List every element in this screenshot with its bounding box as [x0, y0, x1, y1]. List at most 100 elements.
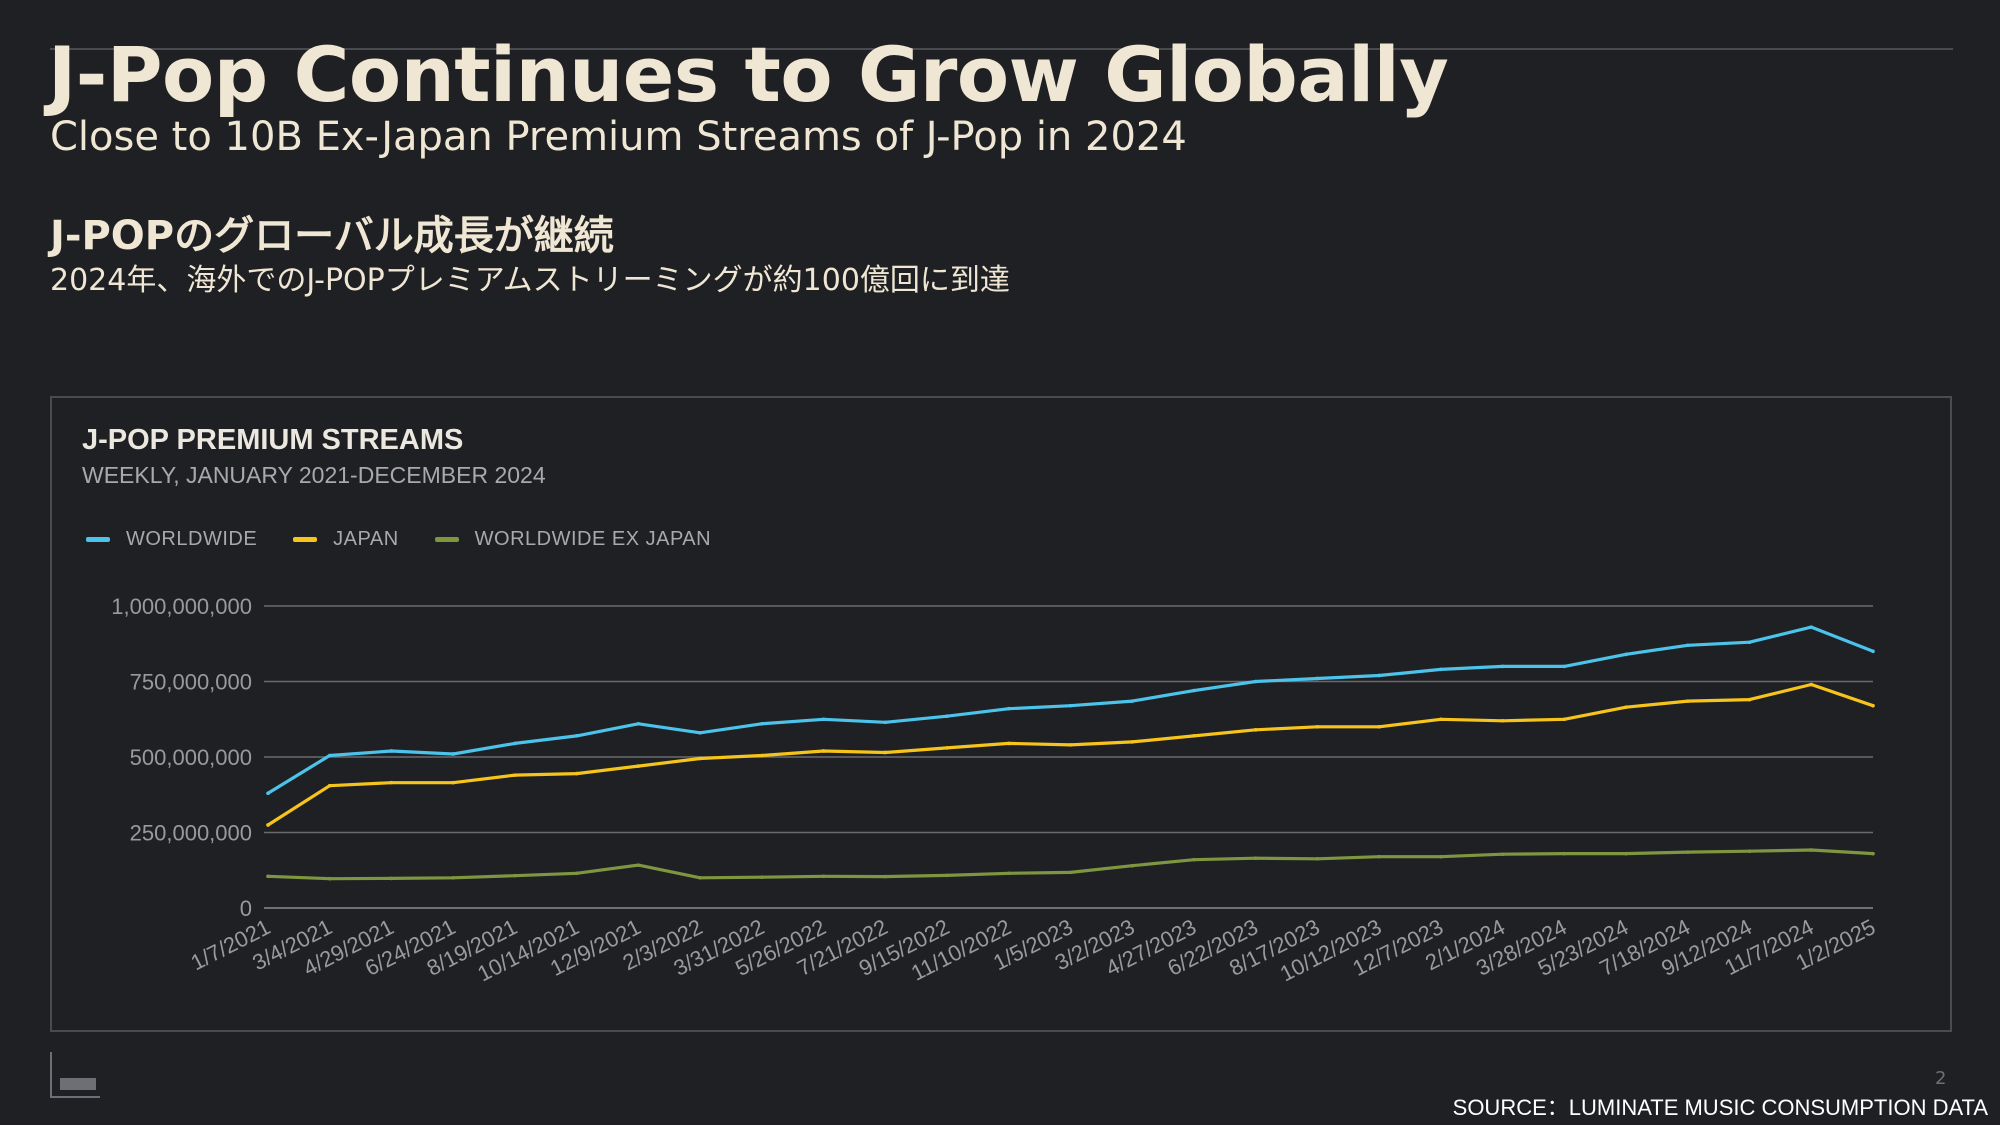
- data-point-worldwide-ex-japan: [1562, 851, 1567, 856]
- data-point-worldwide-ex-japan: [1192, 857, 1196, 862]
- data-point-worldwide: [883, 720, 888, 725]
- data-point-worldwide-ex-japan: [1130, 863, 1135, 868]
- chart-subtitle: WEEKLY, JANUARY 2021-DECEMBER 2024: [82, 462, 546, 488]
- series-line-worldwide: [266, 625, 1875, 795]
- data-point-worldwide-ex-japan: [636, 863, 641, 867]
- data-point-worldwide: [636, 721, 641, 726]
- data-point-worldwide-ex-japan: [945, 873, 949, 878]
- data-point-worldwide: [1809, 625, 1814, 629]
- y-tick-label: 0: [240, 896, 252, 921]
- chart-title: J-POP PREMIUM STREAMS: [82, 424, 464, 456]
- data-point-worldwide: [945, 714, 949, 719]
- data-point-japan: [1500, 718, 1505, 723]
- data-point-japan: [1315, 725, 1320, 729]
- data-point-japan: [1192, 734, 1196, 738]
- data-point-worldwide: [1500, 664, 1505, 669]
- legend-swatch-japan: [293, 537, 318, 542]
- data-point-japan: [760, 753, 764, 758]
- data-point-worldwide: [1747, 640, 1752, 645]
- data-point-japan: [883, 750, 888, 755]
- legend-item-worldwide: WORLDWIDE: [86, 528, 257, 551]
- data-point-worldwide: [574, 734, 579, 738]
- data-point-worldwide: [1006, 706, 1011, 711]
- data-point-worldwide-ex-japan: [760, 875, 764, 879]
- data-point-worldwide-ex-japan: [1253, 856, 1258, 860]
- data-point-worldwide-ex-japan: [1747, 849, 1752, 854]
- series-line-worldwide-ex-japan: [266, 848, 1875, 881]
- data-point-worldwide: [1315, 676, 1320, 681]
- data-point-japan: [821, 749, 826, 753]
- source-note: SOURCE：LUMINATE MUSIC CONSUMPTION DATA: [1452, 1095, 1988, 1120]
- data-point-japan: [327, 783, 332, 788]
- data-point-japan: [574, 771, 579, 776]
- data-point-worldwide-ex-japan: [1068, 870, 1073, 875]
- data-point-japan: [1624, 705, 1628, 709]
- data-point-japan: [513, 773, 517, 777]
- data-point-worldwide: [821, 717, 826, 722]
- data-point-japan: [1439, 717, 1443, 722]
- data-point-worldwide-ex-japan: [821, 874, 826, 879]
- page-title: J-Pop Continues to Grow Globally: [48, 30, 1449, 119]
- data-point-japan: [1253, 728, 1258, 732]
- data-point-worldwide-ex-japan: [389, 876, 394, 881]
- data-point-worldwide-ex-japan: [1377, 854, 1381, 859]
- y-tick-label: 750,000,000: [130, 670, 252, 695]
- data-point-worldwide: [760, 721, 764, 726]
- data-point-worldwide: [1377, 673, 1381, 678]
- data-point-worldwide: [451, 752, 455, 756]
- data-point-worldwide: [327, 753, 332, 758]
- data-point-worldwide: [1624, 652, 1628, 657]
- data-point-worldwide: [1871, 649, 1875, 654]
- japanese-subtitle: 2024年、海外でのJ-POPプレミアムストリーミングが約100億回に到達: [50, 263, 1010, 298]
- data-point-worldwide-ex-japan: [1624, 851, 1628, 856]
- data-point-worldwide-ex-japan: [698, 876, 702, 880]
- y-tick-label: 1,000,000,000: [111, 594, 252, 619]
- data-point-worldwide: [1562, 664, 1567, 669]
- data-point-worldwide-ex-japan: [1439, 854, 1443, 859]
- data-point-japan: [1809, 682, 1814, 687]
- data-point-worldwide-ex-japan: [451, 876, 455, 880]
- data-point-worldwide: [1192, 688, 1196, 693]
- legend-label-worldwide: WORLDWIDE: [126, 528, 258, 550]
- y-tick-label: 500,000,000: [130, 745, 252, 770]
- top-rule: [50, 48, 1953, 50]
- data-point-worldwide: [266, 791, 270, 796]
- data-point-japan: [1686, 699, 1690, 703]
- chart-frame: [50, 396, 1952, 1032]
- data-point-worldwide-ex-japan: [1500, 852, 1505, 857]
- data-point-japan: [1747, 697, 1752, 702]
- data-point-worldwide: [389, 749, 394, 753]
- page-number: 2: [1935, 1068, 1947, 1089]
- data-point-worldwide: [1439, 667, 1443, 672]
- data-point-worldwide: [513, 741, 517, 746]
- data-point-worldwide-ex-japan: [1686, 850, 1690, 854]
- legend-item-worldwide-ex-japan: WORLDWIDE EX JAPAN: [434, 528, 712, 551]
- data-point-worldwide-ex-japan: [1809, 848, 1814, 852]
- data-point-worldwide-ex-japan: [1006, 871, 1011, 876]
- data-point-worldwide-ex-japan: [574, 871, 579, 876]
- page-subtitle: Close to 10B Ex-Japan Premium Streams of…: [50, 114, 1187, 160]
- data-point-worldwide: [698, 731, 702, 735]
- data-point-japan: [698, 756, 702, 761]
- legend-label-japan: JAPAN: [333, 528, 399, 550]
- data-point-japan: [1068, 743, 1073, 747]
- y-tick-label: 250,000,000: [130, 821, 252, 846]
- legend-swatch-worldwide: [86, 537, 110, 542]
- data-point-japan: [1562, 717, 1567, 722]
- data-point-japan: [1871, 703, 1875, 708]
- legend-label-worldwide-ex-japan: WORLDWIDE EX JAPAN: [474, 528, 712, 550]
- data-point-worldwide: [1686, 643, 1690, 648]
- data-point-japan: [1377, 725, 1381, 729]
- data-point-worldwide-ex-japan: [883, 874, 888, 879]
- data-point-worldwide-ex-japan: [327, 876, 332, 881]
- data-point-worldwide-ex-japan: [266, 874, 270, 879]
- data-point-worldwide: [1068, 703, 1073, 708]
- chart-legend: WORLDWIDE JAPAN WORLDWIDE EX JAPAN: [86, 528, 747, 551]
- data-point-japan: [1130, 740, 1135, 744]
- legend-item-japan: JAPAN: [293, 528, 398, 551]
- data-point-japan: [451, 780, 455, 785]
- data-point-japan: [389, 780, 394, 785]
- data-point-worldwide-ex-japan: [1871, 851, 1875, 856]
- data-point-japan: [636, 764, 641, 768]
